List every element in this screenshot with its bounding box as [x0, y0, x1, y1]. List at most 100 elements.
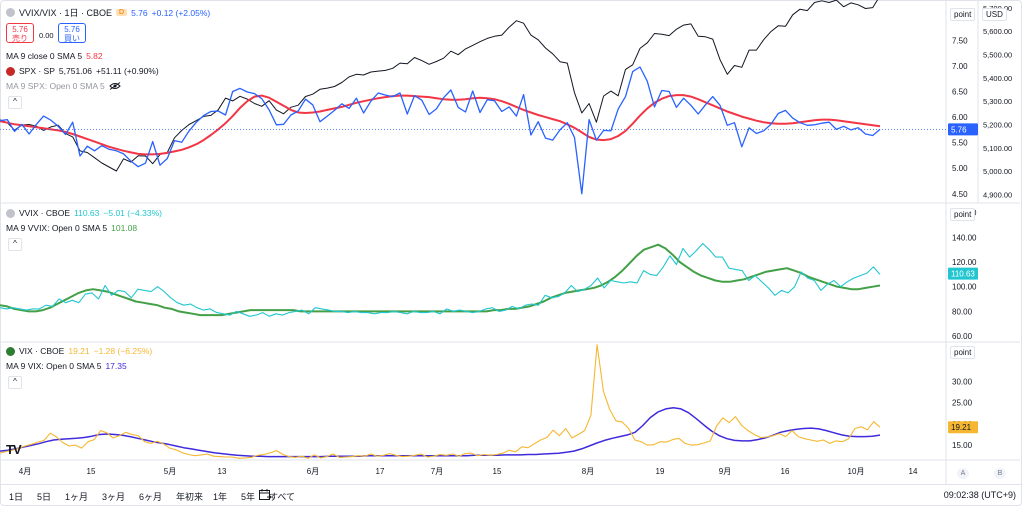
spx-label[interactable]: SPX · SP — [19, 66, 55, 76]
vvix-ma-line — [0, 243, 881, 317]
ma-legend: MA 9 close 0 SMA 5 5.82 — [6, 51, 103, 61]
left-axis-tick-label: 6.50 — [952, 88, 968, 97]
time-axis-tick-label: 10月 — [848, 467, 865, 476]
pane2-change: −5.01 (−4.33%) — [103, 208, 162, 218]
vvix-vix-line — [0, 66, 881, 195]
pane3-last: 19.21 — [68, 346, 90, 356]
time-axis-tick-label: 4月 — [19, 467, 31, 476]
pane3-ma-label[interactable]: MA 9 VIX: Open 0 SMA 5 — [6, 361, 102, 371]
pane1-price-tag-bg — [948, 123, 978, 136]
time-axis-tick-label: 13 — [218, 467, 227, 476]
auto-scale-button[interactable]: A — [957, 468, 969, 479]
right-axis-tick-label: 5,300.00 — [983, 97, 1012, 106]
spx-ma-label[interactable]: MA 9 SPX: Open 0 SMA 5 — [6, 81, 105, 91]
spx-logo-icon — [6, 66, 15, 76]
vix-ma-line — [0, 406, 881, 458]
pane1-collapse-button[interactable]: ^ — [8, 96, 22, 109]
pane1-scale-button[interactable]: point — [950, 8, 976, 21]
delay-badge: D — [116, 9, 128, 16]
pane3-scale-button[interactable]: point — [950, 346, 976, 359]
range-button[interactable]: 3ヶ月 — [102, 492, 126, 502]
right-axis-tick-label: 5,200.00 — [983, 121, 1012, 130]
pane3-title[interactable]: VIX · CBOE — [19, 346, 65, 356]
pane1-title[interactable]: VVIX/VIX · 1日 · CBOE — [19, 8, 113, 18]
right-axis-tick-label: 5,600.00 — [983, 27, 1012, 36]
vix-logo-icon — [6, 346, 15, 356]
time-axis-tick-label: 5月 — [164, 467, 176, 476]
pane2-collapse-button[interactable]: ^ — [8, 238, 22, 251]
pane3-change: −1.28 (−6.25%) — [93, 346, 153, 356]
buy-button[interactable]: 5.76 買い — [58, 23, 86, 43]
right-axis-tick-label: 5,000.00 — [983, 167, 1012, 176]
pane2-price-tag: 110.63 — [951, 270, 975, 279]
spx-change: +51.11 (+0.90%) — [96, 66, 159, 76]
left-axis-tick-label: 5.50 — [952, 139, 968, 148]
pane3-price-tag-bg — [948, 421, 978, 434]
timezone-clock[interactable]: 09:02:38 (UTC+9) — [943, 490, 1016, 500]
pane3-axis-tick-label: 15.00 — [952, 441, 973, 450]
pane3-axis-tick-label: 30.00 — [952, 377, 973, 386]
bottom-toolbar — [0, 484, 1022, 507]
time-axis-tick-label: 16 — [781, 467, 790, 476]
pane2-title[interactable]: VVIX · CBOE — [19, 208, 71, 218]
range-button[interactable]: 1年 — [213, 492, 228, 502]
range-button[interactable]: 1ヶ月 — [65, 492, 89, 502]
pane2-last: 110.63 — [74, 208, 100, 218]
pane2-axis-tick-label: 140.00 — [952, 233, 977, 242]
time-axis-tick-label: 19 — [656, 467, 665, 476]
pane3-collapse-button[interactable]: ^ — [8, 376, 22, 389]
pane2-price-tag-bg — [948, 267, 978, 280]
pane3-price-tag: 19.21 — [951, 423, 972, 432]
pane2-ma-label[interactable]: MA 9 VVIX: Open 0 SMA 5 — [6, 223, 108, 233]
sell-label: 売り — [12, 34, 28, 43]
pane1-legend: VVIX/VIX · 1日 · CBOE D 5.76 +0.12 (+2.05… — [6, 6, 210, 19]
ma-label[interactable]: MA 9 close 0 SMA 5 — [6, 51, 83, 61]
spx-legend: SPX · SP 5,751.06 +51.11 (+0.90%) — [6, 66, 159, 76]
vix-line — [0, 344, 881, 459]
tradingview-logo[interactable]: TV — [6, 442, 22, 457]
log-scale-button[interactable]: B — [994, 468, 1006, 479]
pane3-ma-legend: MA 9 VIX: Open 0 SMA 5 17.35 — [6, 361, 127, 371]
spx-value: 5,751.06 — [58, 66, 92, 76]
pane2-scale-button[interactable]: point — [950, 208, 976, 221]
time-axis-tick-label: 14 — [909, 467, 918, 476]
buy-label: 買い — [64, 34, 80, 43]
spread-value: 0.00 — [39, 31, 54, 40]
pane2-axis-tick-label: 120.00 — [952, 258, 977, 267]
time-axis-tick-label: 17 — [376, 467, 385, 476]
pane2-axis-tick-label: 80.00 — [952, 307, 973, 316]
currency-button[interactable]: USD — [982, 8, 1007, 21]
ma-value: 5.82 — [86, 51, 103, 61]
range-button[interactable]: すべて — [269, 492, 296, 502]
range-button[interactable]: 6ヶ月 — [139, 492, 163, 502]
range-button[interactable]: 1日 — [9, 492, 24, 502]
time-axis-tick-label: 9月 — [719, 467, 731, 476]
buy-price: 5.76 — [64, 25, 80, 34]
pane2-axis-tick-label: 60.00 — [952, 332, 973, 341]
vvix-line — [0, 242, 881, 317]
time-axis-tick-label: 15 — [87, 467, 96, 476]
pane2-ma-value: 101.08 — [111, 223, 138, 233]
pane1-last: 5.76 — [131, 7, 148, 18]
sell-button[interactable]: 5.76 売り — [6, 23, 34, 43]
left-axis-tick-label: 7.00 — [952, 62, 968, 71]
time-axis-tick-label: 7月 — [431, 467, 443, 476]
sell-price: 5.76 — [12, 25, 28, 34]
left-axis-tick-label: 4.50 — [952, 190, 968, 199]
vvix-logo-icon — [6, 208, 15, 218]
pane1-change: +0.12 (+2.05%) — [151, 7, 211, 18]
range-button[interactable]: 5日 — [37, 492, 52, 502]
time-axis-tick-label: 15 — [493, 467, 502, 476]
range-button[interactable]: 年初来 — [176, 492, 204, 502]
spx-ma-legend: MA 9 SPX: Open 0 SMA 5 — [6, 81, 121, 91]
date-range-icon[interactable] — [258, 488, 272, 502]
eye-hidden-icon[interactable] — [109, 82, 121, 90]
right-axis-tick-label: 5,500.00 — [983, 51, 1012, 60]
chart-canvas[interactable]: 8.007.507.006.506.005.505.004.505,700.00… — [0, 0, 1022, 484]
pane2-ma-legend: MA 9 VVIX: Open 0 SMA 5 101.08 — [6, 223, 137, 233]
right-axis-tick-label: 4,900.00 — [983, 191, 1012, 200]
pane1-price-tag: 5.76 — [951, 125, 967, 134]
spx-line — [0, 0, 879, 172]
left-axis-tick-label: 6.00 — [952, 113, 968, 122]
range-button[interactable]: 5年 — [241, 492, 256, 502]
